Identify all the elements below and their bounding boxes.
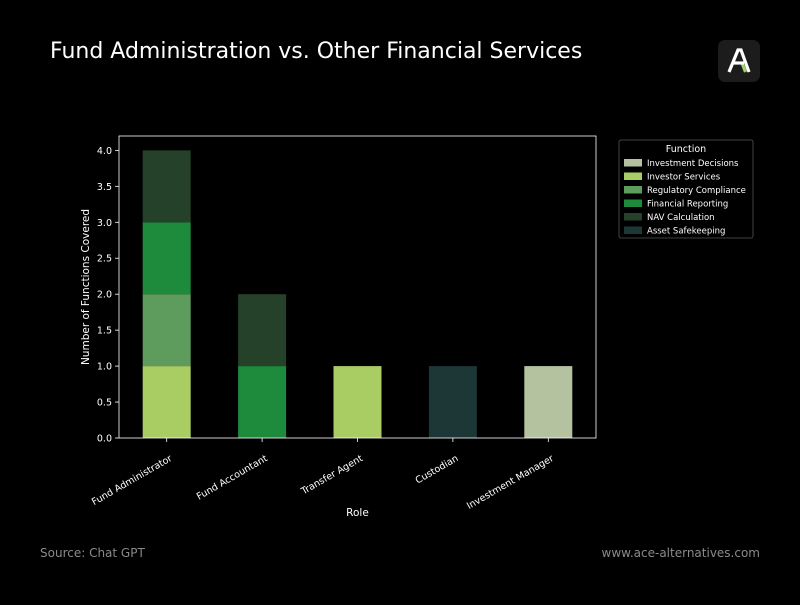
ace-alternatives-logo-icon xyxy=(718,40,760,82)
y-tick-label: 0.0 xyxy=(97,434,112,445)
legend-swatch-investor-services xyxy=(624,172,642,180)
legend-label-investor-services: Investor Services xyxy=(647,173,721,183)
y-tick-label: 1.5 xyxy=(97,326,112,337)
legend-title: Function xyxy=(666,144,706,155)
bar-investment-manager-investment-decisions xyxy=(524,366,573,438)
legend-label-nav-calculation: NAV Calculation xyxy=(647,213,715,223)
x-tick-label: Fund Administrator xyxy=(90,453,174,508)
legend-box xyxy=(618,139,754,239)
x-tick-label: Custodian xyxy=(414,453,461,486)
y-tick-label: 2.0 xyxy=(97,290,112,301)
page-title: Fund Administration vs. Other Financial … xyxy=(50,39,583,64)
x-axis-label: Role xyxy=(346,507,369,519)
legend-label-regulatory-compliance: Regulatory Compliance xyxy=(647,186,746,196)
y-tick-label: 1.0 xyxy=(97,362,112,373)
y-tick-label: 3.5 xyxy=(97,182,112,193)
legend-swatch-regulatory-compliance xyxy=(624,186,642,194)
footer-url[interactable]: www.ace-alternatives.com xyxy=(601,546,761,560)
legend-label-financial-reporting: Financial Reporting xyxy=(647,200,728,210)
bar-fund-administrator-financial-reporting xyxy=(142,222,191,295)
bar-transfer-agent-investor-services xyxy=(333,366,382,438)
bar-fund-administrator-regulatory-compliance xyxy=(142,294,191,367)
y-axis-label: Number of Functions Covered xyxy=(80,209,92,365)
legend-label-investment-decisions: Investment Decisions xyxy=(647,159,739,169)
y-tick-label: 3.0 xyxy=(97,218,112,229)
bar-fund-accountant-financial-reporting xyxy=(238,366,287,438)
x-tick-label: Transfer Agent xyxy=(299,453,366,498)
bar-custodian-asset-safekeeping xyxy=(428,366,477,438)
x-tick-label: Fund Accountant xyxy=(195,453,270,503)
legend-swatch-nav-calculation xyxy=(624,213,642,221)
y-tick-label: 0.5 xyxy=(97,398,112,409)
legend-label-asset-safekeeping: Asset Safekeeping xyxy=(647,227,725,237)
bar-fund-accountant-nav-calculation xyxy=(238,294,287,367)
y-tick-label: 4.0 xyxy=(97,146,112,157)
bar-fund-administrator-investor-services xyxy=(142,366,191,438)
bar-fund-administrator-nav-calculation xyxy=(142,150,191,223)
legend-swatch-investment-decisions xyxy=(624,159,642,167)
legend-swatch-financial-reporting xyxy=(624,199,642,207)
legend-swatch-asset-safekeeping xyxy=(624,226,642,234)
footer-source: Source: Chat GPT xyxy=(40,546,145,560)
y-tick-label: 2.5 xyxy=(97,254,112,265)
x-tick-label: Investment Manager xyxy=(465,453,556,512)
